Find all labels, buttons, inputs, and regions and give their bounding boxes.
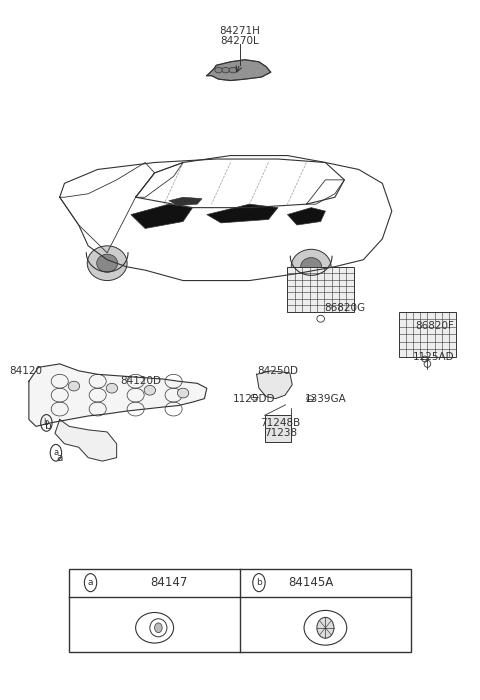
- Text: 84271H: 84271H: [219, 26, 261, 36]
- Text: 84147: 84147: [150, 576, 188, 589]
- Polygon shape: [29, 364, 207, 426]
- Bar: [69, 568, 411, 652]
- Bar: [264, 415, 291, 442]
- Bar: [288, 267, 354, 312]
- Text: 86820G: 86820G: [324, 303, 365, 314]
- Text: 86820F: 86820F: [415, 321, 454, 330]
- Ellipse shape: [68, 382, 80, 391]
- Ellipse shape: [317, 617, 334, 638]
- Ellipse shape: [291, 249, 331, 284]
- Polygon shape: [55, 419, 117, 461]
- Text: b: b: [256, 578, 262, 587]
- Polygon shape: [207, 60, 271, 80]
- Polygon shape: [257, 371, 292, 398]
- Polygon shape: [169, 197, 202, 206]
- Polygon shape: [131, 204, 192, 228]
- Text: 84120D: 84120D: [120, 376, 161, 386]
- Ellipse shape: [144, 386, 156, 395]
- Ellipse shape: [155, 623, 162, 633]
- Text: a: a: [53, 448, 59, 457]
- Bar: [399, 312, 456, 357]
- Polygon shape: [207, 204, 278, 223]
- Ellipse shape: [96, 254, 118, 272]
- Ellipse shape: [301, 258, 322, 276]
- Text: a: a: [88, 578, 93, 587]
- Text: 84250D: 84250D: [257, 366, 299, 376]
- Ellipse shape: [87, 246, 127, 281]
- Text: b: b: [44, 419, 49, 428]
- Ellipse shape: [178, 389, 189, 398]
- Text: a: a: [57, 453, 63, 463]
- Ellipse shape: [215, 67, 222, 73]
- Ellipse shape: [229, 67, 237, 73]
- Text: 84270L: 84270L: [221, 36, 259, 46]
- Ellipse shape: [222, 67, 229, 73]
- Text: 1125AD: 1125AD: [413, 352, 455, 362]
- Text: 71248B: 71248B: [260, 418, 300, 428]
- Polygon shape: [288, 208, 325, 225]
- Text: 71238: 71238: [264, 428, 297, 438]
- Text: b: b: [45, 421, 51, 431]
- Text: 84120: 84120: [9, 366, 42, 376]
- Text: 84145A: 84145A: [288, 576, 334, 589]
- Ellipse shape: [106, 384, 118, 393]
- Text: 1339GA: 1339GA: [304, 393, 346, 404]
- Text: 1125DD: 1125DD: [233, 393, 276, 404]
